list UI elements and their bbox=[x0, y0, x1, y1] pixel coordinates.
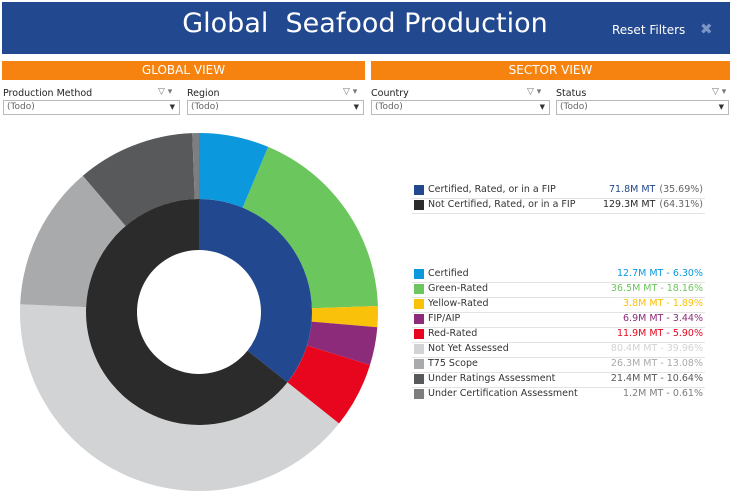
outer-slice-under-ratings-assessment[interactable] bbox=[82, 133, 195, 227]
outer-slice-not-yet-assessed[interactable] bbox=[20, 304, 340, 491]
inner-slice-not-certified-rated-or-in-a-fip[interactable] bbox=[85, 199, 288, 426]
legend-value: 11.9M MT bbox=[616, 328, 664, 339]
legend-swatch bbox=[414, 185, 424, 195]
legend-percent: 6.30% bbox=[672, 268, 703, 279]
outer-slice-certified[interactable] bbox=[199, 133, 269, 208]
global-view-header: GLOBAL VIEW bbox=[2, 61, 365, 80]
legend-label: Not Certified, Rated, or in a FIP bbox=[428, 199, 576, 210]
production-method-value: (Todo) bbox=[7, 102, 35, 112]
sector-view-header: SECTOR VIEW bbox=[371, 61, 730, 80]
reset-filters-button[interactable]: Reset Filters bbox=[612, 23, 686, 37]
legend-value: 12.7M MT bbox=[616, 268, 664, 279]
chevron-down-icon: ▼ bbox=[353, 103, 359, 111]
legend-item[interactable]: Not Certified, Rated, or in a FIP 129.3M… bbox=[412, 198, 705, 214]
legend-item[interactable]: Not Yet Assessed 80.4M MT - 39.96% bbox=[412, 342, 705, 358]
region-select[interactable]: (Todo) ▼ bbox=[187, 100, 364, 115]
legend-item[interactable]: Under Certification Assessment 1.2M MT - … bbox=[412, 387, 705, 402]
legend-item[interactable]: T75 Scope 26.3M MT - 13.08% bbox=[412, 357, 705, 373]
legend-label: Certified, Rated, or in a FIP bbox=[428, 184, 556, 195]
legend-percent: 3.44% bbox=[672, 313, 703, 324]
legend-percent: 10.64% bbox=[666, 373, 703, 384]
legend-item[interactable]: FIP/AIP 6.9M MT - 3.44% bbox=[412, 312, 705, 328]
legend-swatch bbox=[414, 329, 424, 339]
legend-label: Red-Rated bbox=[428, 328, 478, 339]
close-icon[interactable]: ✖ bbox=[700, 20, 713, 38]
inner-slice-certified-rated-or-in-a-fip[interactable] bbox=[199, 199, 312, 383]
country-value: (Todo) bbox=[375, 102, 403, 112]
legend-label: Yellow-Rated bbox=[428, 298, 489, 309]
country-select[interactable]: (Todo) ▼ bbox=[371, 100, 550, 115]
filter-label-production-method: Production Method bbox=[3, 88, 93, 99]
legend-percent: 0.61% bbox=[672, 388, 703, 399]
legend-item[interactable]: Green-Rated 36.5M MT - 18.16% bbox=[412, 282, 705, 298]
header-bar bbox=[2, 2, 730, 54]
legend-value: 6.9M MT bbox=[623, 313, 664, 324]
legend-swatch bbox=[414, 344, 424, 354]
chevron-down-icon: ▼ bbox=[539, 103, 545, 111]
filter-label-region: Region bbox=[187, 88, 220, 99]
legend-percent: 1.89% bbox=[672, 298, 703, 309]
legend-value: 3.8M MT bbox=[623, 298, 664, 309]
legend-value: 26.3M MT bbox=[610, 358, 658, 369]
legend-label: Under Ratings Assessment bbox=[428, 373, 556, 384]
legend-percent: 39.96% bbox=[666, 343, 703, 354]
legend-label: Under Certification Assessment bbox=[428, 388, 578, 399]
legend-value: 21.4M MT bbox=[610, 373, 658, 384]
legend-percent: 18.16% bbox=[666, 283, 703, 294]
legend-swatch bbox=[414, 359, 424, 369]
page-title: Global Seafood Production bbox=[182, 8, 548, 39]
filter-icon[interactable]: ▽ ▾ bbox=[343, 87, 358, 97]
legend-label: Green-Rated bbox=[428, 283, 489, 294]
legend-label: T75 Scope bbox=[428, 358, 478, 369]
outer-slice-green-rated[interactable] bbox=[242, 146, 378, 309]
legend-value: 71.8M MT bbox=[608, 184, 656, 195]
legend-label: FIP/AIP bbox=[428, 313, 461, 324]
legend-swatch bbox=[414, 389, 424, 399]
legend-percent: 13.08% bbox=[666, 358, 703, 369]
legend-label: Certified bbox=[428, 268, 469, 279]
legend-swatch bbox=[414, 314, 424, 324]
chevron-down-icon: ▼ bbox=[169, 103, 175, 111]
legend-item[interactable]: Certified 12.7M MT - 6.30% bbox=[412, 267, 705, 283]
status-value: (Todo) bbox=[560, 102, 588, 112]
filter-icon[interactable]: ▽ ▾ bbox=[527, 87, 542, 97]
region-value: (Todo) bbox=[191, 102, 219, 112]
legend-swatch bbox=[414, 299, 424, 309]
filter-icon[interactable]: ▽ ▾ bbox=[158, 87, 173, 97]
legend-label: Not Yet Assessed bbox=[428, 343, 509, 354]
production-method-select[interactable]: (Todo) ▼ bbox=[3, 100, 180, 115]
legend-item[interactable]: Under Ratings Assessment 21.4M MT - 10.64… bbox=[412, 372, 705, 388]
filter-label-status: Status bbox=[556, 88, 587, 99]
outer-slice-red-rated[interactable] bbox=[287, 345, 370, 424]
legend-percent: (64.31%) bbox=[659, 199, 703, 210]
outer-slice-t75-scope[interactable] bbox=[20, 175, 126, 308]
legend-percent: 5.90% bbox=[672, 328, 703, 339]
chevron-down-icon: ▼ bbox=[718, 103, 724, 111]
legend-item[interactable]: Red-Rated 11.9M MT - 5.90% bbox=[412, 327, 705, 343]
legend-swatch bbox=[414, 284, 424, 294]
legend-swatch bbox=[414, 374, 424, 384]
legend-value: 80.4M MT bbox=[610, 343, 658, 354]
status-select[interactable]: (Todo) ▼ bbox=[556, 100, 729, 115]
filter-icon[interactable]: ▽ ▾ bbox=[712, 87, 727, 97]
outer-slice-yellow-rated[interactable] bbox=[311, 305, 378, 328]
legend-swatch bbox=[414, 200, 424, 210]
legend-percent: (35.69%) bbox=[659, 184, 703, 195]
legend-value: 1.2M MT bbox=[623, 388, 664, 399]
legend-item[interactable]: Certified, Rated, or in a FIP 71.8M MT (3… bbox=[412, 183, 705, 199]
legend-swatch bbox=[414, 269, 424, 279]
legend-value: 129.3M MT bbox=[602, 199, 656, 210]
legend-value: 36.5M MT bbox=[610, 283, 658, 294]
legend-item[interactable]: Yellow-Rated 3.8M MT - 1.89% bbox=[412, 297, 705, 313]
outer-slice-fip-aip[interactable] bbox=[306, 321, 378, 366]
filter-label-country: Country bbox=[371, 88, 409, 99]
outer-slice-under-certification-assessment[interactable] bbox=[192, 133, 199, 200]
